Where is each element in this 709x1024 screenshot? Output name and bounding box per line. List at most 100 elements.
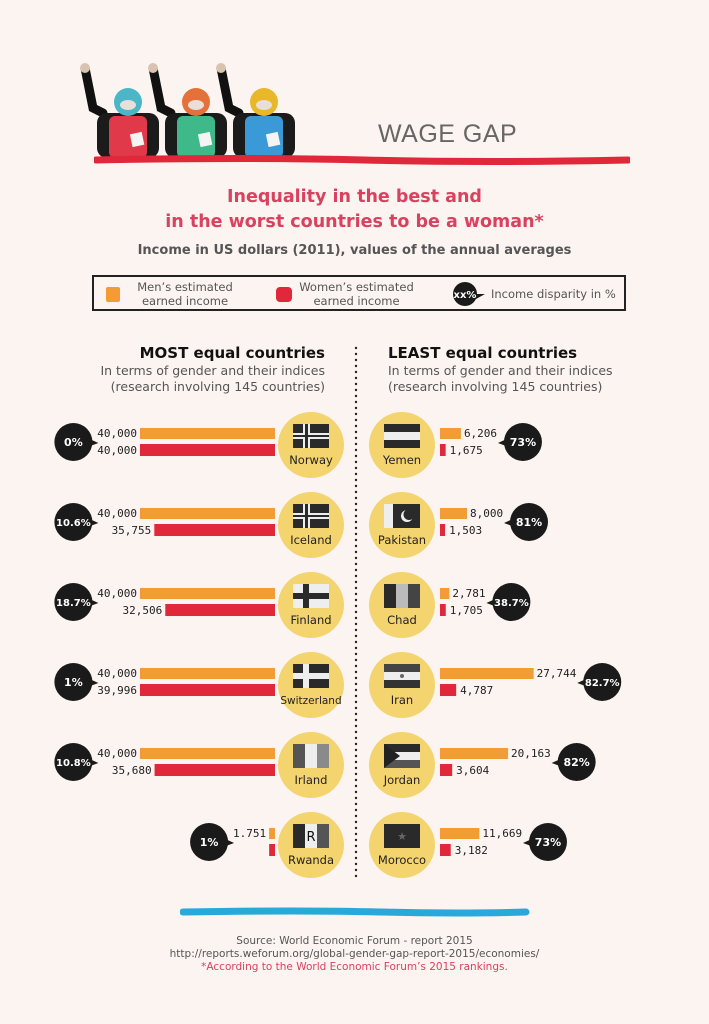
men-income-bar	[440, 748, 509, 759]
vest	[177, 116, 215, 158]
legend-men-line-1: Men’s estimated	[137, 280, 233, 294]
divider-dot	[354, 508, 358, 512]
divider-dot	[354, 778, 358, 782]
value-label: 3,604	[456, 764, 489, 777]
divider-dot	[354, 400, 358, 404]
value-label: 40,000	[97, 667, 137, 680]
value-label: 40,000	[97, 427, 137, 440]
value-label: 1,705	[450, 604, 483, 617]
divider-dot	[354, 412, 358, 416]
country-rwanda: R Rwanda	[278, 812, 344, 878]
divider-dot	[354, 700, 358, 704]
women-income-bar	[154, 764, 275, 776]
divider-dot	[354, 490, 358, 494]
disparity-bubble: 0%	[54, 423, 99, 461]
divider-dot	[354, 352, 358, 356]
disparity-value: 18.7%	[56, 598, 91, 609]
disparity-bubble: 1%	[54, 663, 99, 701]
country-name: Morocco	[378, 853, 426, 867]
women-income-bar	[440, 684, 457, 696]
divider-dot	[354, 598, 358, 602]
bubble-body	[492, 583, 531, 621]
divider-dot	[354, 346, 358, 350]
most-equal-title: MOST equal countries	[139, 344, 325, 362]
yemen-flag-icon	[384, 424, 420, 448]
value-label: 20,163	[511, 747, 551, 760]
sweden-flag-icon	[293, 664, 329, 688]
protesters-illustration	[80, 63, 295, 158]
bottom-blue-divider	[180, 907, 530, 917]
value-label: 32,506	[123, 604, 163, 617]
divider-dot	[354, 364, 358, 368]
legend-men-swatch	[106, 287, 120, 302]
divider-dot	[354, 766, 358, 770]
badge	[265, 131, 281, 148]
bubble-body	[190, 823, 229, 861]
country-irland: Irland	[278, 732, 344, 798]
divider-dot	[354, 784, 358, 788]
value-label: 1,503	[449, 524, 482, 537]
divider-dot	[354, 484, 358, 488]
divider-dot	[354, 532, 358, 536]
legend-women-label: Women’s estimated earned income	[299, 280, 414, 308]
bubble-body	[528, 823, 567, 861]
divider-dot	[354, 472, 358, 476]
chad-flag-icon	[384, 584, 420, 608]
divider-dot	[354, 478, 358, 482]
divider-dot	[354, 688, 358, 692]
country-name: Yemen	[382, 453, 421, 467]
value-label: 40,000	[97, 747, 137, 760]
divider-dot	[354, 628, 358, 632]
raised-arm	[216, 63, 244, 118]
center-dotted-divider	[354, 346, 358, 878]
disparity-value: 82%	[563, 756, 589, 769]
divider-dot	[354, 706, 358, 710]
bubble-body	[503, 423, 542, 461]
headline-line-1: Inequality in the best and	[227, 187, 482, 207]
country-name: Switzerland	[280, 695, 341, 707]
women-income-bar	[140, 684, 275, 696]
women-income-bar	[269, 844, 275, 856]
divider-dot	[354, 772, 358, 776]
divider-dot	[354, 424, 358, 428]
divider-dot	[354, 664, 358, 668]
country-jordan: Jordan	[369, 732, 435, 798]
fist	[216, 63, 226, 73]
disparity-value: 10.8%	[56, 758, 91, 769]
country-name: Iran	[391, 693, 413, 707]
divider-dot	[354, 730, 358, 734]
country-yemen: Yemen	[369, 412, 435, 478]
country-switzerland: Switzerland	[278, 652, 344, 718]
pakistan-flag-icon	[384, 504, 420, 528]
disparity-bubble: 73%	[497, 423, 542, 461]
value-label: 1.751	[233, 827, 266, 840]
raised-arm	[148, 63, 176, 118]
jordan-flag-icon	[384, 744, 420, 768]
subtitle: Income in US dollars (2011), values of t…	[137, 243, 572, 258]
divider-dot	[354, 802, 358, 806]
country-name: Iceland	[290, 533, 332, 547]
disparity-bubble: 82%	[551, 743, 596, 781]
country-name: Norway	[289, 453, 333, 467]
bubble-body	[54, 503, 93, 541]
value-label: 11,669	[482, 827, 522, 840]
country-iran: Iran	[369, 652, 435, 718]
country-pakistan: Pakistan	[369, 492, 435, 558]
divider-dot	[354, 616, 358, 620]
headline: Inequality in the best and in the worst …	[0, 185, 709, 235]
country-morocco: ★ Morocco	[369, 812, 435, 878]
disparity-value: 0%	[64, 436, 83, 449]
fist	[148, 63, 158, 73]
headline-line-2: in the worst countries to be a woman*	[165, 212, 544, 232]
disparity-value: 73%	[535, 836, 561, 849]
divider-dot	[354, 568, 358, 572]
value-label: 4,787	[460, 684, 493, 697]
star: ★	[397, 830, 407, 843]
fist	[80, 63, 90, 73]
divider-dot	[354, 436, 358, 440]
value-label: 2,781	[452, 587, 485, 600]
iran-flag-icon	[384, 664, 420, 688]
value-label: 40,000	[97, 444, 137, 457]
disparity-bubble: 1%	[190, 823, 235, 861]
disparity-value: 10.6%	[56, 518, 91, 529]
